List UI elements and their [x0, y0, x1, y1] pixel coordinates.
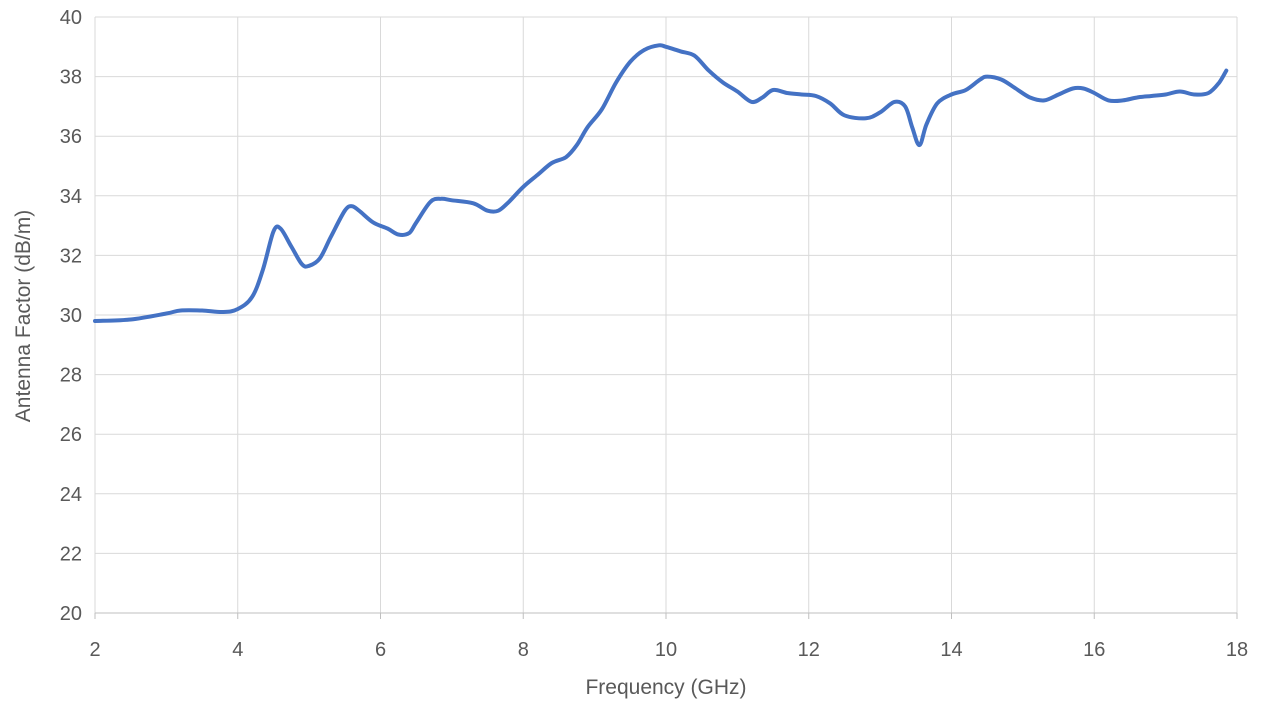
series-line [93, 43, 1229, 323]
y-tick-label: 30 [60, 305, 82, 327]
x-tick-label: 18 [1226, 639, 1248, 661]
x-tick-label: 14 [940, 639, 962, 661]
axes [94, 612, 1238, 619]
y-tick-label: 38 [60, 67, 82, 89]
x-axis-title: Frequency (GHz) [585, 676, 746, 699]
x-tick-label: 12 [798, 639, 820, 661]
series-layer [93, 43, 1229, 323]
y-tick-label: 26 [60, 424, 82, 446]
y-tick-label: 36 [60, 126, 82, 148]
x-tick-label: 8 [518, 639, 529, 661]
x-tick-label: 16 [1083, 639, 1105, 661]
gridlines [94, 16, 1238, 613]
y-tick-label: 22 [60, 543, 82, 565]
y-tick-label: 40 [60, 7, 82, 29]
x-tick-label: 2 [89, 639, 100, 661]
y-tick-label: 34 [60, 186, 82, 208]
x-tick-label: 6 [375, 639, 386, 661]
x-tick-label: 4 [232, 639, 243, 661]
y-tick-label: 20 [60, 603, 82, 625]
y-tick-label: 24 [60, 484, 82, 506]
y-axis-title: Antenna Factor (dB/m) [12, 210, 35, 422]
x-tick-label: 10 [655, 639, 677, 661]
y-tick-label: 32 [60, 245, 82, 267]
y-tick-label: 28 [60, 365, 82, 387]
